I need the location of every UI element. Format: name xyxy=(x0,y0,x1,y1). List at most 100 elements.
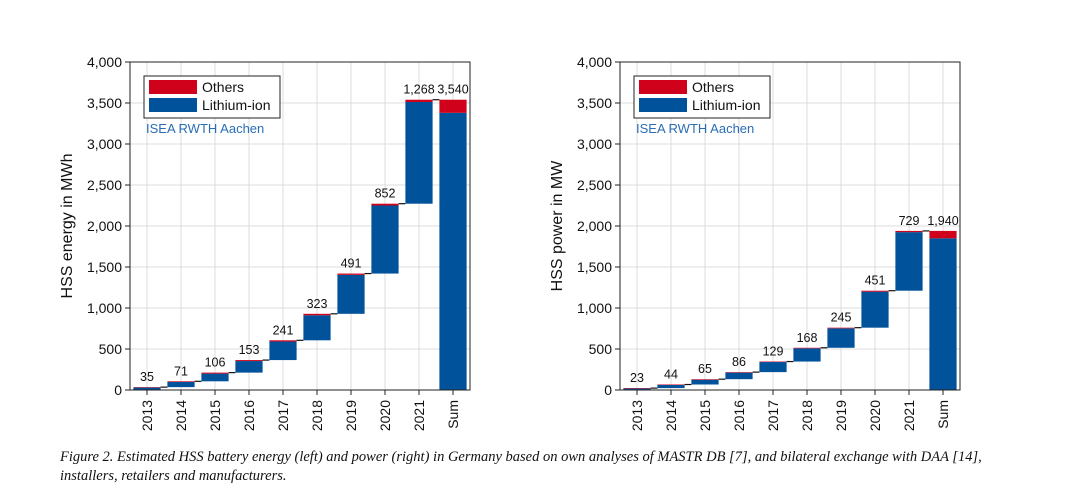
legend-swatch-others xyxy=(149,80,197,94)
bar-lithium-ion-2017 xyxy=(759,362,787,373)
legend-swatch-lithium-ion xyxy=(149,98,197,112)
x-tick-label-Sum: Sum xyxy=(935,400,951,429)
x-tick-label-2019: 2019 xyxy=(343,400,359,431)
bar-others-Sum xyxy=(439,99,467,113)
y-tick-label: 2,000 xyxy=(87,218,122,234)
x-tick-label-2020: 2020 xyxy=(377,400,393,431)
legend-label-others: Others xyxy=(692,79,734,95)
bar-others-2016 xyxy=(235,360,263,362)
data-label-2014: 44 xyxy=(664,368,678,382)
data-label-2015: 106 xyxy=(205,356,226,370)
legend-label-others: Others xyxy=(202,79,244,95)
plot-frame xyxy=(129,61,471,391)
data-label-2020: 852 xyxy=(375,187,396,201)
data-label-2021: 729 xyxy=(899,214,920,228)
bar-others-2017 xyxy=(759,361,787,363)
bar-lithium-ion-2013 xyxy=(133,387,161,390)
bar-others-2021 xyxy=(895,230,923,233)
data-label-2018: 168 xyxy=(797,331,818,345)
x-tick-label-2013: 2013 xyxy=(139,400,155,431)
y-tick-label: 3,500 xyxy=(577,95,612,111)
x-tick-label-2021: 2021 xyxy=(411,400,427,431)
bar-lithium-ion-2020 xyxy=(861,291,889,328)
bar-others-2014 xyxy=(657,384,685,386)
watermark-label: ISEA RWTH Aachen xyxy=(636,121,754,136)
bar-others-2020 xyxy=(371,203,399,206)
y-tick-label: 3,000 xyxy=(577,136,612,152)
x-tick-label-2017: 2017 xyxy=(765,400,781,431)
data-label-2017: 241 xyxy=(273,323,294,337)
x-tick-label-2020: 2020 xyxy=(867,400,883,431)
bar-lithium-ion-2013 xyxy=(623,388,651,390)
bar-lithium-ion-2021 xyxy=(895,232,923,291)
bar-lithium-ion-Sum xyxy=(929,238,957,390)
x-tick-label-2014: 2014 xyxy=(173,400,189,431)
x-tick-label-2016: 2016 xyxy=(731,400,747,431)
x-tick-label-2016: 2016 xyxy=(241,400,257,431)
bar-lithium-ion-2016 xyxy=(725,372,753,380)
data-label-2021: 1,268 xyxy=(403,83,434,97)
chart-power: 0 500 1,000 1,500 2,000 2,500 3,000 3,500 4,000 2… xyxy=(549,54,961,431)
bar-others-2018 xyxy=(793,347,821,349)
bar-others-2014 xyxy=(167,381,195,382)
y-axis-label: HSS energy in MWh xyxy=(59,154,76,299)
data-label-2013: 35 xyxy=(140,370,154,384)
bar-others-2019 xyxy=(827,327,855,329)
x-tick-label-2015: 2015 xyxy=(207,400,223,431)
y-tick-label: 0 xyxy=(604,382,612,398)
x-tick-label-2017: 2017 xyxy=(275,400,291,431)
plot-frame xyxy=(619,61,961,391)
bar-lithium-ion-2019 xyxy=(827,328,855,348)
bar-lithium-ion-2014 xyxy=(657,384,685,389)
figure-caption: Figure 2. Estimated HSS battery energy (… xyxy=(60,449,982,484)
y-tick-label: 1,500 xyxy=(577,259,612,275)
data-label-2013: 23 xyxy=(630,371,644,385)
bar-others-Sum xyxy=(929,230,957,239)
bar-others-2015 xyxy=(691,379,719,380)
data-label-Sum: 3,540 xyxy=(437,83,468,97)
x-tick-label-2018: 2018 xyxy=(309,400,325,431)
legend-swatch-lithium-ion xyxy=(639,98,687,112)
data-label-2014: 71 xyxy=(174,364,188,378)
x-tick-label-2018: 2018 xyxy=(799,400,815,431)
bar-others-2019 xyxy=(337,273,365,275)
bar-others-2013 xyxy=(133,387,161,388)
bar-others-2016 xyxy=(725,372,753,373)
y-tick-label: 3,000 xyxy=(87,136,122,152)
chart-energy: 0 500 1,000 1,500 2,000 2,500 3,000 3,500 4,000 3… xyxy=(59,54,471,431)
y-tick-label: 1,500 xyxy=(87,259,122,275)
bar-others-2020 xyxy=(861,290,889,292)
x-tick-label-2015: 2015 xyxy=(697,400,713,431)
bar-lithium-ion-2016 xyxy=(235,361,263,373)
watermark-label: ISEA RWTH Aachen xyxy=(146,121,264,136)
y-tick-label: 1,000 xyxy=(87,300,122,316)
y-tick-label: 2,000 xyxy=(577,218,612,234)
bar-others-2021 xyxy=(405,99,433,103)
legend-label-lithium-ion: Lithium-ion xyxy=(202,97,270,113)
y-tick-label: 500 xyxy=(99,341,123,357)
bar-others-2017 xyxy=(269,340,297,342)
bar-lithium-ion-2021 xyxy=(405,102,433,204)
x-tick-label-2019: 2019 xyxy=(833,400,849,431)
x-tick-label-Sum: Sum xyxy=(445,400,461,429)
chart-figure: 0 500 1,000 1,500 2,000 2,500 3,000 3,500 4,000 3… xyxy=(59,54,961,431)
x-tick-label-2014: 2014 xyxy=(663,400,679,431)
bar-others-2018 xyxy=(303,313,331,316)
y-tick-label: 3,500 xyxy=(87,95,122,111)
bar-others-2013 xyxy=(623,388,651,389)
data-label-2018: 323 xyxy=(307,297,328,311)
bar-lithium-ion-2017 xyxy=(269,341,297,361)
bar-lithium-ion-2020 xyxy=(371,205,399,274)
data-label-2016: 153 xyxy=(239,343,260,357)
data-label-2017: 129 xyxy=(763,345,784,359)
data-label-2020: 451 xyxy=(865,274,886,288)
data-label-2015: 65 xyxy=(698,362,712,376)
bar-lithium-ion-2018 xyxy=(303,315,331,341)
data-label-Sum: 1,940 xyxy=(927,214,958,228)
bar-lithium-ion-2015 xyxy=(691,379,719,385)
bar-lithium-ion-2019 xyxy=(337,274,365,314)
y-tick-label: 4,000 xyxy=(577,54,612,70)
bar-lithium-ion-Sum xyxy=(439,112,467,390)
y-tick-label: 2,500 xyxy=(577,177,612,193)
legend-swatch-others xyxy=(639,80,687,94)
